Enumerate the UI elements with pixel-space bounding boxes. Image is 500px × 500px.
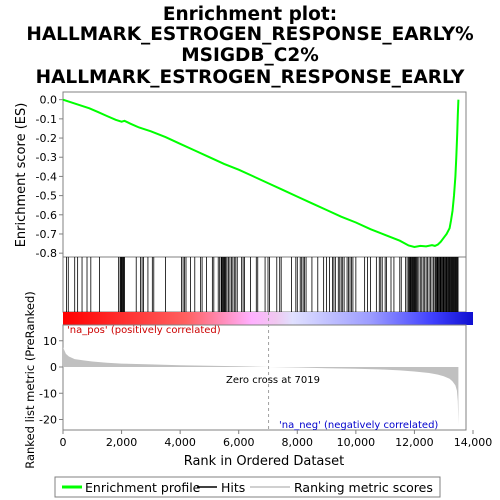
metric-y-tick-label: 0 <box>50 361 57 374</box>
x-tick-label: 10,000 <box>337 436 376 449</box>
x-tick-label: 0 <box>60 436 67 449</box>
legend: Enrichment profile Hits Ranking metric s… <box>54 476 441 498</box>
es-y-axis-label: Enrichment score (ES) <box>14 103 29 248</box>
x-tick-label: 14,000 <box>454 436 493 449</box>
x-tick-label: 2,000 <box>106 436 138 449</box>
title-line-2: HALLMARK_ESTROGEN_RESPONSE_EARLY% <box>26 24 473 45</box>
es-y-tick-label: -0.3 <box>36 151 57 164</box>
chart-title: Enrichment plot: HALLMARK_ESTROGEN_RESPO… <box>26 4 473 88</box>
es-y-tick-label: -0.7 <box>36 228 57 241</box>
metric-y-ticks: 10 0 -10 -20 <box>39 335 63 427</box>
metric-panel: 10 0 -10 -20 'na_pos' (positively correlate… <box>23 291 467 469</box>
title-line-1: Enrichment plot: <box>163 4 337 25</box>
legend-frame <box>54 476 441 498</box>
x-ticks: 0 2,000 4,000 6,000 8,000 10,000 12,000 14,000 <box>60 430 493 449</box>
hits-panel-frame <box>62 256 467 313</box>
es-panel-frame <box>62 91 467 258</box>
metric-panel-frame <box>62 324 467 431</box>
metric-y-tick-label: 10 <box>43 335 57 348</box>
zero-cross-label: Zero cross at 7019 <box>226 375 320 386</box>
x-axis-label: Rank in Ordered Dataset <box>184 454 345 469</box>
es-y-tick-label: -0.2 <box>36 132 57 145</box>
rank-color-bar <box>63 312 473 325</box>
metric-y-tick-label: -10 <box>39 387 57 400</box>
es-y-tick-label: -0.4 <box>36 170 57 183</box>
es-y-tick-label: -0.6 <box>36 209 57 222</box>
metric-y-tick-label: -20 <box>39 414 57 427</box>
neg-label: 'na_neg' (negatively correlated) <box>279 420 438 431</box>
title-line-3: MSIGDB_C2% <box>181 45 319 66</box>
es-y-tick-label: -0.8 <box>36 247 57 260</box>
legend-label-hits: Hits <box>221 480 245 495</box>
legend-label-enrichment-profile: Enrichment profile <box>85 480 201 495</box>
x-tick-label: 8,000 <box>282 436 314 449</box>
title-line-4: HALLMARK_ESTROGEN_RESPONSE_EARLY <box>36 67 465 88</box>
x-tick-label: 12,000 <box>395 436 434 449</box>
es-panel: 0.0 -0.1 -0.2 -0.3 -0.4 -0.5 -0.6 -0.7 -0.8 Enri… <box>14 91 467 260</box>
x-axis: 0 2,000 4,000 6,000 8,000 10,000 12,000 14,000 … <box>60 430 493 469</box>
es-y-ticks: 0.0 -0.1 -0.2 -0.3 -0.4 -0.5 -0.6 -0.7 -0.8 <box>36 94 63 260</box>
hits-panel <box>62 256 473 325</box>
ranking-metric-area <box>63 347 459 425</box>
x-tick-label: 4,000 <box>164 436 196 449</box>
hit-marks <box>66 257 459 312</box>
legend-label-ranking-metric: Ranking metric scores <box>294 480 433 495</box>
enrichment-profile-line <box>62 98 460 249</box>
x-tick-label: 6,000 <box>223 436 255 449</box>
es-y-tick-label: -0.1 <box>36 113 57 126</box>
metric-y-axis-label: Ranked list metric (PreRanked) <box>23 291 37 469</box>
es-y-tick-label: -0.5 <box>36 190 57 203</box>
pos-label: 'na_pos' (positively correlated) <box>67 325 221 336</box>
es-y-tick-label: 0.0 <box>40 94 58 107</box>
